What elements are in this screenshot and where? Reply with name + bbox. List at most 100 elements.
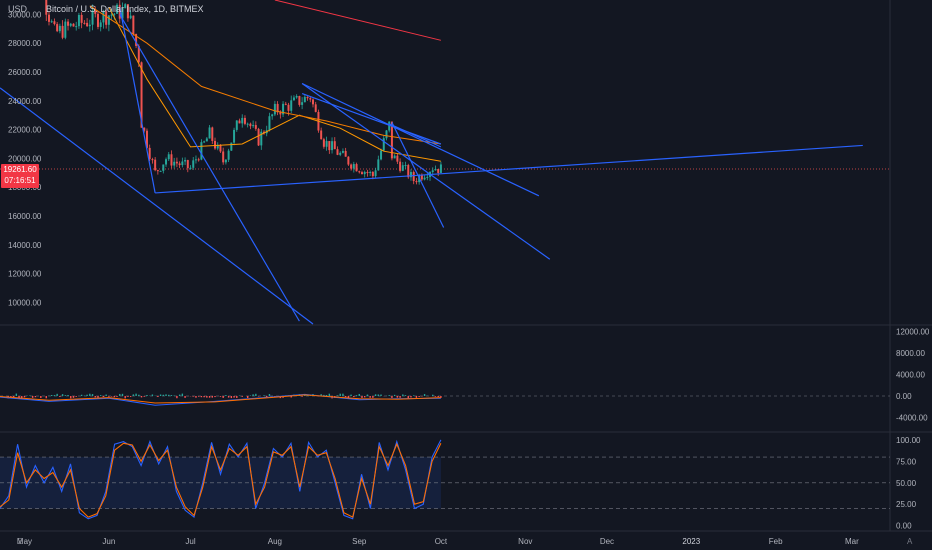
auto-scale-button[interactable]: A	[907, 537, 913, 546]
candle-body	[91, 10, 94, 25]
candle-body	[366, 171, 369, 173]
candle-body	[243, 117, 246, 124]
candle-body	[437, 169, 440, 173]
candle-body	[211, 127, 214, 141]
macd-histogram-bar	[402, 394, 404, 396]
candle-body	[222, 151, 225, 163]
macd-histogram-bar	[138, 394, 140, 396]
candle-body	[350, 164, 353, 169]
candle-body	[184, 160, 187, 162]
x-tick-label: Mar	[845, 537, 859, 546]
macd-histogram-bar	[407, 396, 409, 399]
macd-histogram-bar	[377, 394, 380, 396]
candle-body	[420, 175, 423, 180]
macd-histogram-bar	[53, 395, 56, 396]
candle-body	[260, 131, 263, 146]
candle-body	[200, 142, 203, 160]
x-tick-label: Sep	[352, 537, 367, 546]
macd-histogram-bar	[34, 396, 37, 398]
candle-body	[331, 141, 334, 151]
macd-histogram-bar	[67, 395, 69, 396]
candle-body	[67, 21, 70, 26]
candle-body	[86, 22, 89, 27]
macd-histogram-bar	[165, 394, 167, 396]
macd-histogram-bar	[61, 394, 64, 396]
x-tick-label: 2023	[682, 537, 700, 546]
macd-histogram-bar	[21, 396, 23, 399]
candle-body	[303, 96, 306, 103]
macd-histogram-bar	[380, 394, 382, 396]
macd-histogram-bar	[372, 396, 374, 398]
candle-body	[360, 172, 363, 175]
macd-histogram-bar	[252, 394, 254, 396]
trendline	[301, 82, 540, 197]
macd-histogram-bar	[208, 396, 211, 398]
symbol-title[interactable]: Bitcoin / U.S. Dollar Index, 1D, BITMEX	[46, 4, 204, 14]
macd-histogram-bar	[418, 396, 420, 397]
candle-body	[292, 97, 295, 101]
candle-body	[145, 130, 148, 148]
macd-histogram-bar	[374, 394, 377, 396]
macd-histogram-bar	[211, 396, 213, 398]
candle-body	[374, 170, 377, 177]
macd-histogram-bar	[304, 395, 306, 396]
candle-body	[170, 154, 173, 166]
macd-histogram-bar	[12, 396, 15, 397]
axes: May Jun Jul Aug Sep Oct Nov Dec 2023 Feb Mar 30000.…	[8, 10, 930, 546]
candle-body	[69, 23, 72, 26]
macd-histogram-bar	[108, 396, 110, 397]
candle-body	[252, 125, 255, 127]
macd-y-tick-label: 4000.00	[896, 370, 925, 379]
macd-histogram-bar	[162, 394, 165, 396]
candle-body	[390, 121, 393, 159]
candle-body	[96, 13, 99, 27]
macd-histogram-bar	[18, 396, 20, 399]
macd-histogram-bar	[127, 396, 129, 397]
macd-histogram-bar	[132, 394, 135, 396]
macd-histogram-bar	[97, 396, 99, 398]
candle-body	[415, 181, 418, 183]
zoom-reset-button[interactable]: Z	[18, 537, 23, 546]
candle-body	[105, 11, 108, 25]
stochastic-pane[interactable]	[0, 439, 890, 520]
macd-histogram-bar	[230, 396, 233, 399]
candle-body	[227, 150, 230, 160]
macd-histogram-bar	[432, 394, 434, 396]
trendline	[388, 123, 442, 148]
candle-body	[124, 4, 127, 9]
candle-body	[151, 159, 154, 161]
candle-body	[309, 98, 312, 100]
macd-histogram-bar	[129, 396, 132, 397]
price-pane[interactable]	[0, 0, 890, 325]
trendline	[391, 122, 445, 228]
candle-body	[241, 117, 244, 124]
macd-histogram-bar	[393, 394, 396, 396]
candle-body	[94, 10, 97, 14]
candle-body	[380, 150, 383, 160]
macd-histogram-bar	[339, 393, 341, 396]
macd-histogram-bar	[225, 395, 227, 396]
macd-y-tick-label: -4000.00	[896, 414, 928, 423]
candle-body	[301, 102, 304, 105]
candle-body	[58, 25, 61, 32]
macd-histogram-bar	[361, 396, 363, 398]
candle-body	[61, 25, 64, 38]
x-tick-label: Aug	[268, 537, 282, 546]
macd-histogram-bar	[23, 396, 26, 398]
last-price-badge: 19261.60 07:16:51	[1, 164, 39, 188]
candle-body	[271, 114, 274, 117]
candle-body	[434, 169, 437, 171]
y-tick-label: 14000.00	[8, 241, 42, 250]
candle-body	[224, 159, 227, 163]
macd-pane[interactable]	[0, 393, 890, 406]
candle-body	[189, 167, 192, 169]
macd-histogram-bar	[268, 394, 271, 396]
macd-histogram-bar	[51, 395, 53, 396]
macd-histogram-bar	[178, 394, 181, 396]
candle-body	[268, 116, 271, 131]
macd-histogram-bar	[344, 396, 347, 398]
macd-histogram-bar	[64, 395, 67, 396]
candle-body	[107, 15, 110, 25]
last-price-value: 19261.60	[3, 165, 37, 174]
